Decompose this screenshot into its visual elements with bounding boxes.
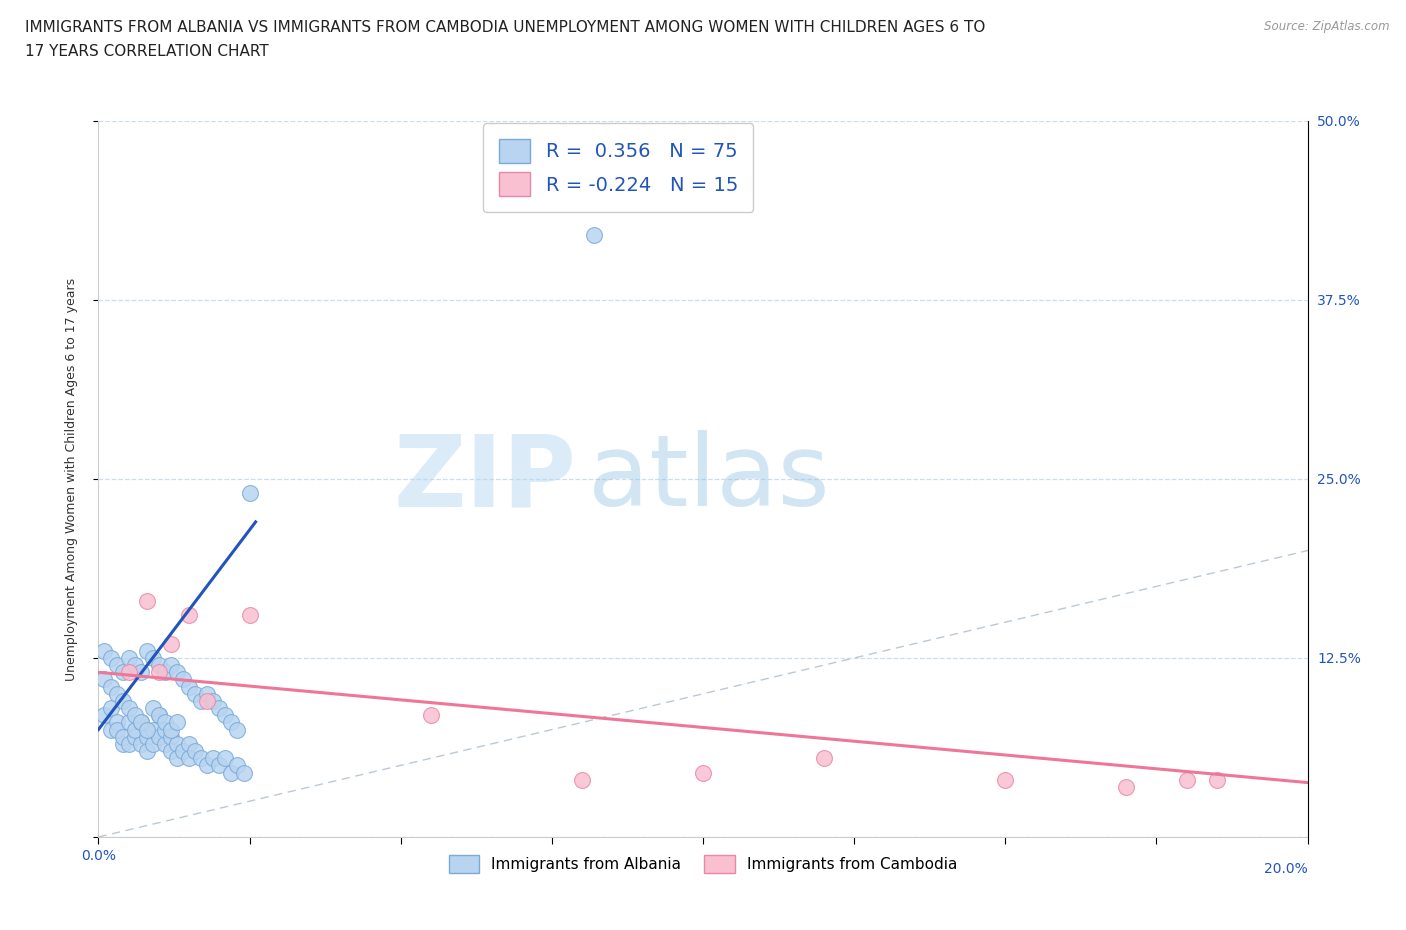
Point	[111, 694, 134, 709]
Point	[142, 651, 165, 666]
Point	[100, 722, 122, 737]
Point	[239, 485, 262, 500]
Point	[111, 737, 134, 751]
Point	[135, 744, 157, 759]
Point	[692, 765, 714, 780]
Point	[129, 737, 152, 751]
Point	[190, 751, 212, 765]
Point	[105, 722, 128, 737]
Point	[129, 665, 152, 680]
Y-axis label: Unemployment Among Women with Children Ages 6 to 17 years: Unemployment Among Women with Children A…	[65, 277, 77, 681]
Point	[105, 715, 128, 730]
Point	[105, 686, 128, 701]
Point	[100, 679, 122, 694]
Point	[118, 651, 141, 666]
Point	[148, 665, 170, 680]
Point	[118, 737, 141, 751]
Point	[153, 737, 176, 751]
Point	[93, 708, 115, 723]
Point	[135, 729, 157, 744]
Point	[124, 708, 146, 723]
Point	[160, 658, 183, 672]
Text: Source: ZipAtlas.com: Source: ZipAtlas.com	[1264, 20, 1389, 33]
Point	[160, 729, 183, 744]
Point	[179, 607, 201, 622]
Point	[195, 758, 218, 773]
Point	[142, 737, 165, 751]
Text: atlas: atlas	[588, 431, 830, 527]
Point	[118, 715, 141, 730]
Point	[214, 751, 236, 765]
Point	[135, 644, 157, 658]
Point	[226, 722, 249, 737]
Point	[100, 651, 122, 666]
Point	[179, 679, 201, 694]
Point	[118, 665, 141, 680]
Point	[813, 751, 835, 765]
Point	[239, 607, 262, 622]
Point	[1175, 772, 1198, 787]
Point	[111, 665, 134, 680]
Point	[153, 665, 176, 680]
Point	[172, 744, 194, 759]
Point	[221, 765, 243, 780]
Point	[142, 722, 165, 737]
Point	[124, 722, 146, 737]
Point	[179, 737, 201, 751]
Text: 17 YEARS CORRELATION CHART: 17 YEARS CORRELATION CHART	[25, 44, 269, 59]
Point	[221, 715, 243, 730]
Point	[214, 708, 236, 723]
Point	[135, 722, 157, 737]
Point	[124, 729, 146, 744]
Point	[148, 708, 170, 723]
Point	[232, 765, 254, 780]
Point	[111, 729, 134, 744]
Point	[118, 700, 141, 715]
Point	[172, 672, 194, 687]
Point	[148, 658, 170, 672]
Point	[142, 700, 165, 715]
Legend: Immigrants from Albania, Immigrants from Cambodia: Immigrants from Albania, Immigrants from…	[443, 849, 963, 880]
Point	[1115, 779, 1137, 794]
Text: ZIP: ZIP	[394, 431, 576, 527]
Point	[129, 715, 152, 730]
Point	[166, 665, 188, 680]
Point	[184, 744, 207, 759]
Point	[124, 658, 146, 672]
Point	[1206, 772, 1229, 787]
Point	[571, 772, 593, 787]
Point	[583, 228, 606, 243]
Point	[226, 758, 249, 773]
Text: IMMIGRANTS FROM ALBANIA VS IMMIGRANTS FROM CAMBODIA UNEMPLOYMENT AMONG WOMEN WIT: IMMIGRANTS FROM ALBANIA VS IMMIGRANTS FR…	[25, 20, 986, 35]
Point	[160, 744, 183, 759]
Point	[153, 715, 176, 730]
Point	[105, 658, 128, 672]
Point	[208, 758, 231, 773]
Point	[184, 686, 207, 701]
Point	[420, 708, 443, 723]
Point	[202, 694, 225, 709]
Point	[195, 686, 218, 701]
Point	[135, 593, 157, 608]
Point	[166, 737, 188, 751]
Point	[93, 672, 115, 687]
Point	[148, 729, 170, 744]
Point	[129, 715, 152, 730]
Point	[190, 694, 212, 709]
Point	[166, 751, 188, 765]
Point	[160, 636, 183, 651]
Text: 20.0%: 20.0%	[1264, 862, 1308, 876]
Point	[208, 700, 231, 715]
Point	[179, 751, 201, 765]
Point	[166, 715, 188, 730]
Point	[153, 722, 176, 737]
Point	[100, 700, 122, 715]
Point	[994, 772, 1017, 787]
Point	[160, 722, 183, 737]
Point	[202, 751, 225, 765]
Point	[93, 644, 115, 658]
Point	[148, 708, 170, 723]
Point	[195, 694, 218, 709]
